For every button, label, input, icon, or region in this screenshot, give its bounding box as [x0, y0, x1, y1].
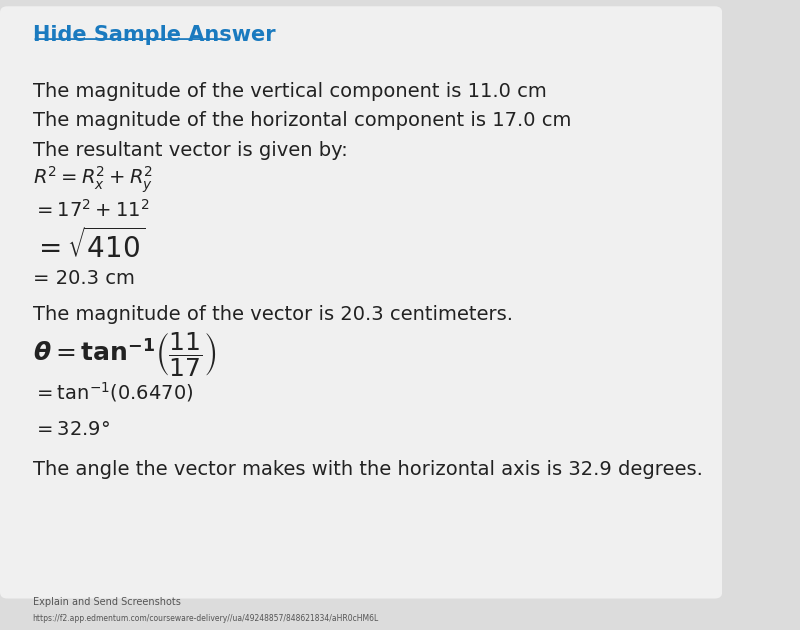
Text: Explain and Send Screenshots: Explain and Send Screenshots — [33, 597, 180, 607]
Text: $= 17^2 + 11^2$: $= 17^2 + 11^2$ — [33, 199, 149, 220]
Text: The angle the vector makes with the horizontal axis is 32.9 degrees.: The angle the vector makes with the hori… — [33, 460, 702, 479]
Text: $R^2 = R_x^2 + R_y^2$: $R^2 = R_x^2 + R_y^2$ — [33, 165, 153, 195]
Text: $\boldsymbol{\theta} = \mathbf{tan^{-1}}\left(\dfrac{11}{17}\right)$: $\boldsymbol{\theta} = \mathbf{tan^{-1}}… — [33, 330, 217, 378]
FancyBboxPatch shape — [0, 6, 722, 598]
Text: = 20.3 cm: = 20.3 cm — [33, 269, 134, 288]
Text: The magnitude of the horizontal component is 17.0 cm: The magnitude of the horizontal componen… — [33, 112, 571, 130]
Text: The magnitude of the vector is 20.3 centimeters.: The magnitude of the vector is 20.3 cent… — [33, 306, 513, 324]
Text: $= \sqrt{410}$: $= \sqrt{410}$ — [33, 228, 145, 263]
Text: $= 32.9°$: $= 32.9°$ — [33, 420, 110, 439]
Text: https://f2.app.edmentum.com/courseware-delivery//ua/49248857/848621834/aHR0cHM6L: https://f2.app.edmentum.com/courseware-d… — [33, 614, 378, 623]
Text: The resultant vector is given by:: The resultant vector is given by: — [33, 141, 347, 160]
Text: $= \mathrm{tan}^{-1}(0.6470)$: $= \mathrm{tan}^{-1}(0.6470)$ — [33, 380, 193, 404]
Text: The magnitude of the vertical component is 11.0 cm: The magnitude of the vertical component … — [33, 82, 546, 101]
Text: Hide Sample Answer: Hide Sample Answer — [33, 25, 275, 45]
